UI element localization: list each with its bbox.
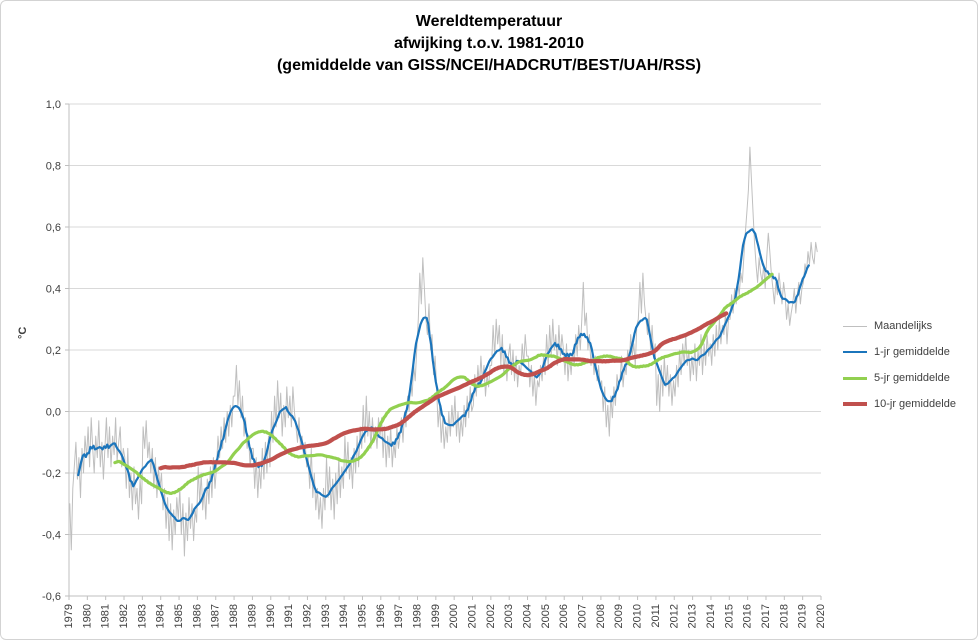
svg-text:2018: 2018 [778,604,790,628]
svg-text:2008: 2008 [595,604,607,628]
svg-text:-0,4: -0,4 [42,530,61,542]
svg-text:1984: 1984 [155,604,167,628]
svg-text:2000: 2000 [448,604,460,628]
svg-text:1986: 1986 [191,604,203,628]
svg-text:2006: 2006 [558,604,570,628]
legend-item-1jr: 1-jr gemiddelde [843,339,975,365]
svg-text:0,0: 0,0 [46,407,61,419]
y-axis-title: °C [17,326,29,339]
svg-text:2019: 2019 [797,604,809,628]
legend-label-1jr: 1-jr gemiddelde [874,346,950,358]
svg-text:1987: 1987 [210,604,222,628]
svg-text:1979: 1979 [63,604,75,628]
svg-text:1,0: 1,0 [46,99,61,111]
svg-text:0,4: 0,4 [46,284,61,296]
svg-text:2014: 2014 [705,604,717,628]
svg-text:1992: 1992 [301,604,313,628]
legend-line-swatch-1jr [843,351,867,353]
legend-line-swatch-5jr [843,376,867,380]
svg-text:2016: 2016 [742,604,754,628]
svg-text:2009: 2009 [613,604,625,628]
legend-label-maandelijks: Maandelijks [874,320,933,332]
svg-text:2005: 2005 [540,604,552,628]
chart-title-line3: (gemiddelde van GISS/NCEI/HADCRUT/BEST/U… [276,57,702,74]
svg-text:1990: 1990 [265,604,277,628]
svg-text:0,6: 0,6 [46,222,61,234]
svg-text:2010: 2010 [632,604,644,628]
svg-text:-0,6: -0,6 [42,591,61,603]
svg-text:1980: 1980 [81,604,93,628]
chart-title: Wereldtemperatuur afwijking t.o.v. 1981-… [1,11,977,77]
svg-text:0,8: 0,8 [46,161,61,173]
legend-label-5jr: 5-jr gemiddelde [874,372,950,384]
svg-text:1991: 1991 [283,604,295,628]
svg-text:1995: 1995 [356,604,368,628]
svg-text:-0,2: -0,2 [42,468,61,480]
svg-text:0,2: 0,2 [46,345,61,357]
svg-text:2002: 2002 [485,604,497,628]
svg-text:2004: 2004 [522,604,534,628]
legend-item-10jr: 10-jr gemiddelde [843,391,975,417]
svg-text:1985: 1985 [173,604,185,628]
legend-label-10jr: 10-jr gemiddelde [874,398,956,410]
svg-text:1988: 1988 [228,604,240,628]
legend-line-swatch-10jr [843,402,867,406]
svg-text:1982: 1982 [118,604,130,628]
legend-item-maandelijks: Maandelijks [843,313,975,339]
legend-line-swatch-maandelijks [843,325,867,327]
svg-text:1999: 1999 [430,604,442,628]
svg-text:2020: 2020 [815,604,827,628]
svg-text:1981: 1981 [100,604,112,628]
svg-text:2011: 2011 [650,604,662,628]
chart-title-line2: afwijking t.o.v. 1981-2010 [393,35,584,52]
svg-text:2013: 2013 [687,604,699,628]
svg-text:1996: 1996 [375,604,387,628]
svg-text:1997: 1997 [393,604,405,628]
svg-text:1993: 1993 [320,604,332,628]
svg-text:1994: 1994 [338,604,350,628]
svg-text:1998: 1998 [411,604,423,628]
svg-text:1983: 1983 [136,604,148,628]
svg-text:2007: 2007 [577,604,589,628]
legend-item-5jr: 5-jr gemiddelde [843,365,975,391]
svg-text:2015: 2015 [723,604,735,628]
svg-text:1989: 1989 [246,604,258,628]
svg-text:2003: 2003 [503,604,515,628]
svg-text:2012: 2012 [668,604,680,628]
chart-title-line1: Wereldtemperatuur [415,13,563,30]
svg-text:2001: 2001 [467,604,479,628]
legend: Maandelijks 1-jr gemiddelde 5-jr gemidde… [843,313,975,417]
svg-text:2017: 2017 [760,604,772,628]
